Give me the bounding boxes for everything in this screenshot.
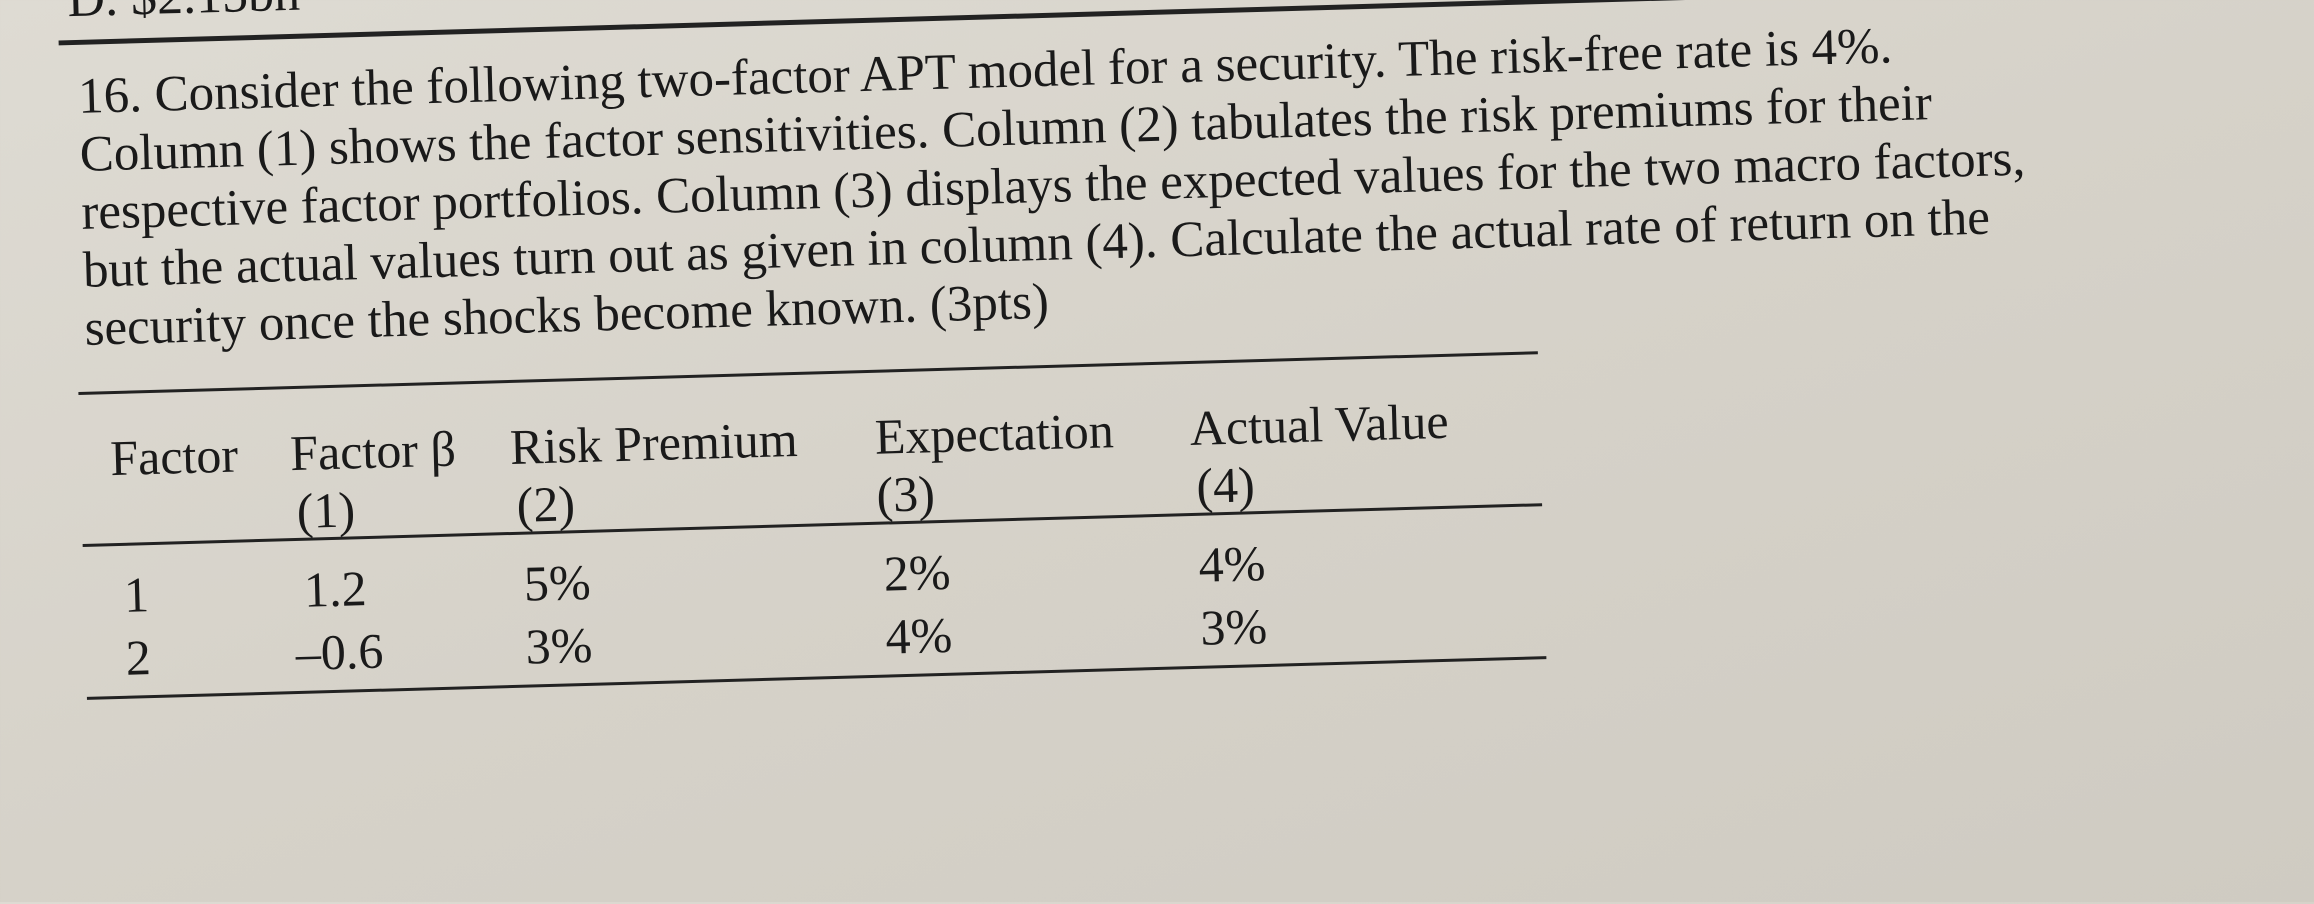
header-factor-beta: Factor β [289, 420, 457, 482]
question-text: 16. Consider the following two-factor AP… [77, 7, 2264, 358]
table-cell: 1.2 [303, 560, 368, 618]
header-sub-3: (3) [875, 465, 936, 523]
table-cell: 3% [524, 616, 594, 675]
header-expectation: Expectation [874, 402, 1115, 465]
table-cell: 3% [1199, 597, 1268, 656]
header-sub-1: (1) [296, 481, 356, 539]
table-cell: 2% [882, 543, 952, 602]
table-cell: 4% [884, 606, 953, 665]
table-cell: 1 [123, 566, 150, 623]
table-top-rule [78, 351, 1538, 396]
table-cell: 2 [125, 629, 152, 686]
header-actual-value: Actual Value [1189, 392, 1450, 456]
header-risk-premium: Risk Premium [509, 410, 799, 475]
table-cell: 4% [1197, 534, 1267, 593]
header-factor: Factor [109, 426, 239, 487]
header-sub-4: (4) [1195, 456, 1256, 514]
header-sub-2: (2) [515, 475, 576, 533]
table-cell: 5% [523, 553, 592, 612]
previous-answer-option: D. $2.15bn [67, 0, 301, 29]
table-cell: –0.6 [294, 622, 385, 682]
apt-factor-table: Factor Factor β Risk Premium Expectation… [78, 351, 1547, 700]
